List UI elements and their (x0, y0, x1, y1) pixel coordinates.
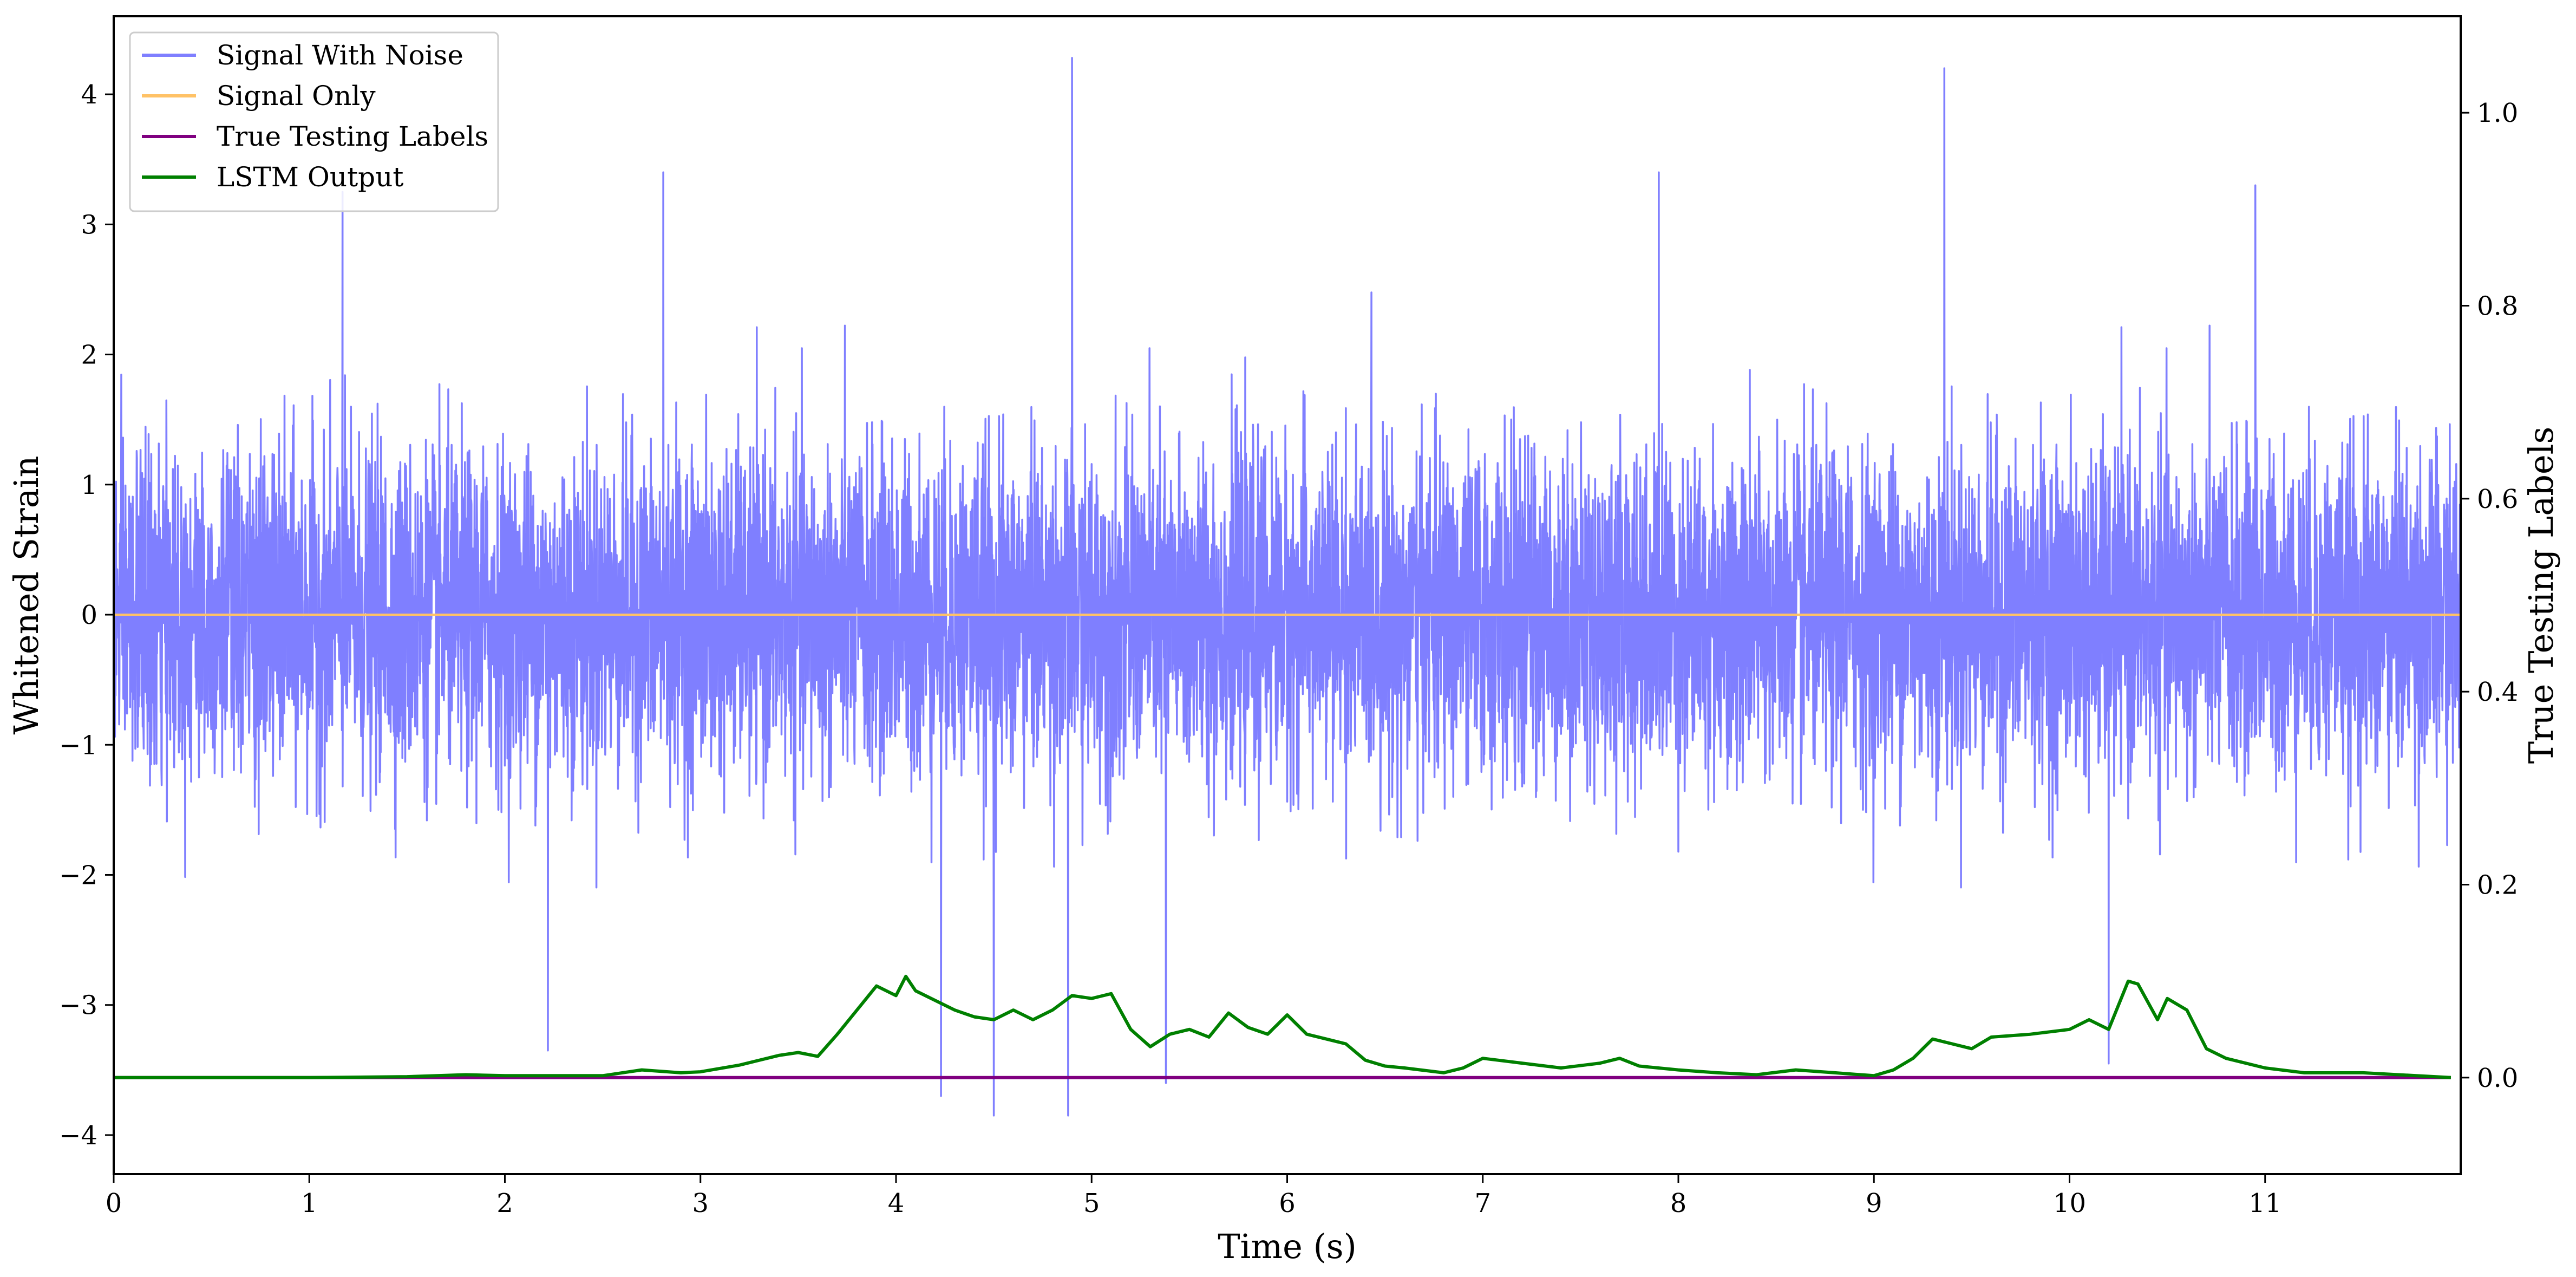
y-right-tick-label: 0.6 (2477, 484, 2518, 514)
x-tick-label: 11 (2248, 1188, 2281, 1219)
series-signal-with-noise (114, 57, 2461, 1117)
plot-area (114, 57, 2461, 1117)
x-tick-label: 5 (1083, 1188, 1100, 1219)
y-right-tick-label: 0.4 (2477, 677, 2518, 707)
y-right-tick-label: 0.2 (2477, 870, 2518, 901)
legend: Signal With Noise Signal Only True Testing… (129, 31, 499, 212)
y-right-tick-label: 1.0 (2477, 98, 2518, 128)
y-left-tick-label: 1 (81, 470, 97, 500)
x-tick-label: 9 (1866, 1188, 1882, 1219)
x-tick-label: 10 (2053, 1188, 2086, 1219)
x-tick-label: 8 (1670, 1188, 1687, 1219)
y-right-tick-label: 0.0 (2477, 1063, 2518, 1093)
legend-label-lstm-output: LSTM Output (217, 161, 403, 193)
y-left-tick-label: −4 (59, 1120, 97, 1151)
legend-box (129, 31, 499, 212)
y-left-tick-label: 0 (81, 600, 97, 630)
x-tick-label: 4 (888, 1188, 905, 1219)
legend-items: Signal With Noise Signal Only True Testing… (142, 40, 488, 193)
axes-layer: 0 1 2 3 4 5 6 7 8 9 10 11 −4 −3 −2 −1 0 1 2 3 4 0.0 0.2 0.4 0.6 0… (59, 80, 2518, 1219)
y-left-tick-label: 4 (81, 80, 97, 110)
y-right-tick-label: 0.8 (2477, 291, 2518, 322)
series-lstm-output (114, 974, 2451, 1079)
series-layer (114, 57, 2461, 1117)
x-tick-label: 3 (692, 1188, 709, 1219)
y-left-tick-label: 3 (81, 210, 97, 240)
y-axis-title-left: Whitened Strain (6, 456, 46, 735)
x-tick-label: 7 (1474, 1188, 1491, 1219)
x-tick-label: 2 (496, 1188, 513, 1219)
y-left-tick-label: −1 (59, 730, 97, 760)
x-tick-label: 1 (301, 1188, 318, 1219)
y-axis-title-right: True Testing Labels (2521, 427, 2561, 764)
x-tick-label: 0 (106, 1188, 122, 1219)
y-left-tick-label: 2 (81, 340, 97, 370)
legend-label-true-testing-labels: True Testing Labels (217, 121, 488, 152)
x-axis-title: Time (s) (1218, 1227, 1357, 1266)
y-left-tick-label: −2 (59, 860, 97, 890)
legend-label-signal-only: Signal Only (217, 80, 376, 112)
x-tick-label: 6 (1279, 1188, 1296, 1219)
legend-label-signal-with-noise: Signal With Noise (217, 40, 463, 71)
y-left-tick-label: −3 (59, 991, 97, 1021)
